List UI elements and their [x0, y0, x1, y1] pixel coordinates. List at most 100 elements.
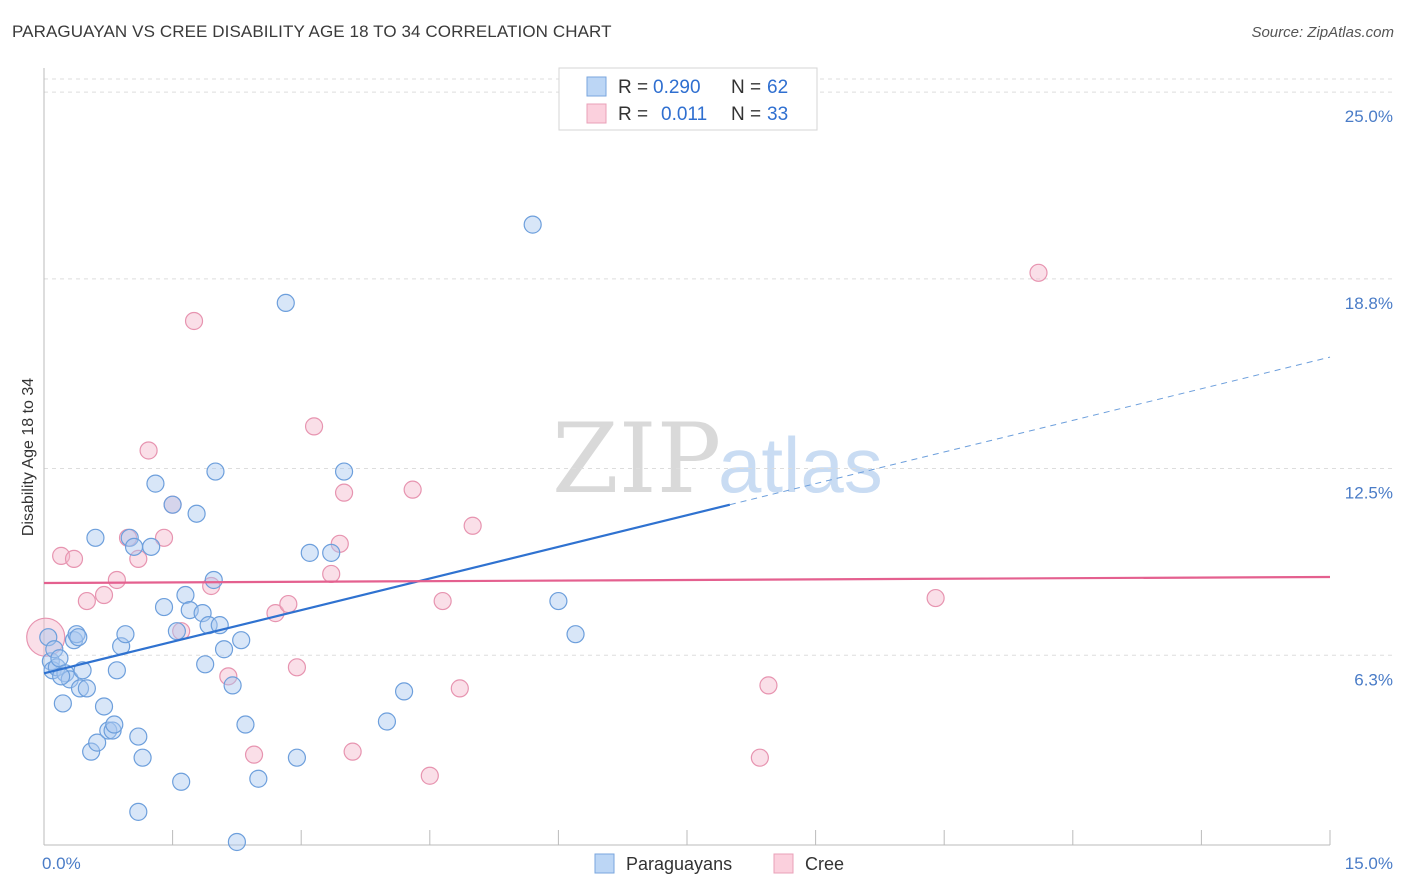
legend-n-label-2: N =: [731, 104, 761, 125]
paraguayan-point-52: [334, 462, 354, 481]
cree-point-26: [433, 591, 452, 611]
bottom-legend-swatch-cree: [773, 853, 794, 874]
cree-point-31: [926, 588, 945, 608]
paraguayan-point-28: [142, 537, 161, 556]
bottom-legend-swatch-paraguayans: [594, 853, 615, 874]
paraguayan-point-13: [77, 679, 96, 698]
legend-n-label-1: N =: [731, 77, 761, 98]
paraguayan-trend-line: [43, 503, 731, 675]
y-tick-label-3: 25.0%: [1345, 107, 1393, 126]
paraguayan-point-3: [45, 640, 64, 659]
paraguayan-point-29: [146, 474, 165, 493]
paraguayan-point-41: [206, 462, 225, 481]
paraguayan-point-14: [82, 742, 101, 761]
paraguayan-point-48: [276, 293, 295, 313]
paraguayan-points: [39, 215, 585, 852]
legend-swatch-cree: [586, 103, 607, 124]
y-tick-label-0: 6.3%: [1354, 670, 1393, 689]
paraguayan-point-17: [94, 697, 114, 716]
paraguayan-point-45: [232, 631, 251, 650]
legend-swatch-paraguayans: [586, 76, 607, 97]
cree-point-3: [77, 591, 96, 611]
paraguayan-point-58: [227, 832, 246, 852]
paraguayan-point-59: [129, 802, 148, 821]
paraguayan-point-34: [176, 585, 195, 605]
chart-title: PARAGUAYAN VS CREE DISABILITY AGE 18 TO …: [12, 22, 612, 41]
cree-point-17: [279, 594, 298, 614]
cree-points: [26, 263, 1048, 785]
cree-point-24: [403, 480, 422, 499]
cree-point-23: [343, 742, 362, 761]
cree-trend-line: [43, 575, 1331, 585]
paraguayan-point-49: [287, 748, 307, 767]
paraguayan-point-36: [187, 504, 206, 523]
paraguayan-point-47: [249, 769, 268, 788]
cree-point-27: [450, 679, 469, 698]
paraguayan-point-38: [196, 655, 215, 674]
source-credit: Source: ZipAtlas.com: [1251, 24, 1394, 41]
bottom-legend-paraguayans: Paraguayans: [626, 854, 732, 874]
legend-r-value-1: 0.290: [653, 77, 701, 98]
cree-point-29: [750, 748, 769, 767]
paraguayan-point-57: [566, 625, 585, 644]
paraguayan-point-23: [116, 625, 135, 644]
paraguayan-point-25: [124, 537, 144, 556]
paraguayan-point-30: [154, 597, 174, 617]
paraguayan-point-53: [377, 712, 397, 731]
paraguayan-point-24: [120, 528, 139, 547]
paraguayan-point-46: [236, 715, 255, 734]
paraguayan-point-6: [53, 694, 72, 713]
y-tick-label-2: 18.8%: [1345, 294, 1393, 313]
cree-point-2: [64, 549, 84, 568]
paraguayan-point-11: [70, 679, 90, 698]
paraguayan-point-40: [204, 570, 223, 590]
watermark-atlas: atlas: [718, 421, 883, 509]
cree-point-12: [184, 311, 204, 331]
paraguayan-point-33: [172, 772, 191, 791]
paraguayan-point-56: [549, 591, 568, 611]
y-axis-tick-labels: 6.3% 12.5% 18.8% 25.0%: [1345, 107, 1393, 689]
legend-n-value-2: 33: [767, 104, 788, 125]
paraguayan-point-15: [86, 528, 105, 547]
paraguayan-point-43: [214, 640, 234, 659]
y-axis-label: Disability Age 18 to 34: [20, 378, 37, 536]
cree-point-19: [304, 417, 324, 436]
paraguayan-point-51: [322, 543, 341, 562]
paraguayan-point-12: [73, 661, 92, 680]
legend-n-value-1: 62: [767, 77, 788, 98]
paraguayan-point-61: [69, 628, 88, 647]
paraguayan-point-60: [52, 667, 71, 686]
paraguayan-point-27: [133, 748, 152, 767]
paraguayan-point-55: [523, 215, 542, 234]
paraguayan-point-16: [88, 733, 107, 752]
paraguayan-point-50: [300, 543, 319, 562]
legend: R = 0.290 N = 62 R = 0.011 N = 33: [558, 67, 818, 131]
cree-point-0: [26, 617, 66, 657]
cree-point-30: [759, 676, 778, 695]
paraguayan-point-21: [107, 661, 126, 680]
x-tick-label-0: 0.0%: [42, 854, 81, 873]
cree-point-15: [244, 745, 264, 764]
cree-point-25: [420, 766, 439, 785]
cree-point-9: [154, 528, 174, 547]
cree-point-4: [94, 585, 114, 605]
x-axis-ticks: [43, 830, 1331, 845]
cree-point-20: [322, 564, 341, 584]
paraguayan-point-32: [167, 622, 186, 641]
paraguayan-point-26: [129, 727, 148, 746]
watermark-zip: ZIP: [552, 403, 721, 515]
x-axis-tick-labels: 0.0% 15.0%: [42, 854, 1393, 873]
legend-r-value-2: 0.011: [661, 104, 707, 125]
paraguayan-point-31: [163, 495, 182, 514]
legend-r-label-2: R =: [618, 104, 648, 125]
paraguayan-point-44: [223, 676, 242, 695]
cree-point-22: [334, 483, 354, 502]
watermark: ZIP atlas: [552, 403, 883, 515]
cree-point-14: [219, 667, 238, 686]
cree-point-18: [287, 658, 307, 677]
trend-lines: [43, 356, 1331, 675]
paraguayan-point-10: [67, 625, 86, 644]
cree-point-7: [129, 549, 148, 568]
cree-point-8: [139, 441, 158, 460]
